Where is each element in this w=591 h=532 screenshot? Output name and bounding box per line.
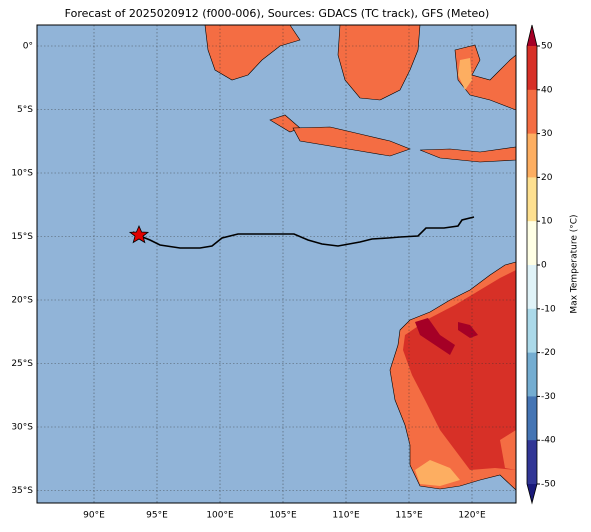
x-tick-label: 110°E (332, 511, 360, 521)
colorbar-level (527, 396, 537, 441)
colorbar-extend-max (527, 25, 537, 46)
colorbar-label: Max Temperature (°C) (570, 214, 580, 313)
x-tick-label: 115°E (395, 511, 423, 521)
tc-track (132, 216, 475, 249)
colorbar-tick-label: 30 (541, 129, 553, 139)
y-tick-label: 25°S (11, 359, 33, 369)
colorbar-level (527, 46, 537, 91)
colorbar-extend-min (527, 484, 537, 503)
x-tick-label: 95°E (146, 511, 168, 521)
colorbar-level (527, 308, 537, 354)
colorbar-level (527, 133, 537, 178)
graticule (37, 25, 516, 503)
x-tick-label: 105°E (269, 511, 297, 521)
colorbar-tick-label: -30 (541, 392, 556, 402)
colorbar-level (527, 352, 537, 397)
y-tick-label: 5°S (17, 105, 33, 115)
y-tick-label: 10°S (11, 169, 33, 179)
x-tick-label: 100°E (206, 511, 234, 521)
colorbar-tick-label: 50 (541, 42, 553, 52)
land (204, 24, 517, 491)
y-tick-label: 30°S (11, 423, 33, 433)
colorbar-tick-label: 20 (541, 173, 553, 183)
colorbar (526, 24, 540, 505)
colorbar-level (527, 440, 537, 485)
y-tick-label: 0° (23, 42, 33, 52)
map-title: Forecast of 2025020912 (f000-006), Sourc… (65, 7, 490, 20)
colorbar-level (527, 177, 537, 222)
x-tick-label: 120°E (458, 511, 486, 521)
colorbar-level (527, 221, 537, 266)
tc-position (128, 224, 150, 244)
colorbar-level (527, 265, 537, 310)
colorbar-tick-label: -20 (541, 348, 556, 358)
y-tick-label: 15°S (11, 232, 33, 242)
colorbar-tick-label: 0 (541, 261, 547, 271)
colorbar-tick-label: -40 (541, 436, 556, 446)
colorbar-tick-label: -50 (541, 480, 556, 490)
colorbar-tick-label: 10 (541, 217, 553, 227)
colorbar-tick-label: -10 (541, 304, 556, 314)
colorbar-level (527, 89, 537, 135)
x-tick-label: 90°E (83, 511, 105, 521)
colorbar-tick-label: 40 (541, 85, 553, 95)
y-tick-label: 20°S (11, 296, 33, 306)
map-frame (36, 24, 517, 504)
y-tick-label: 35°S (11, 486, 33, 496)
